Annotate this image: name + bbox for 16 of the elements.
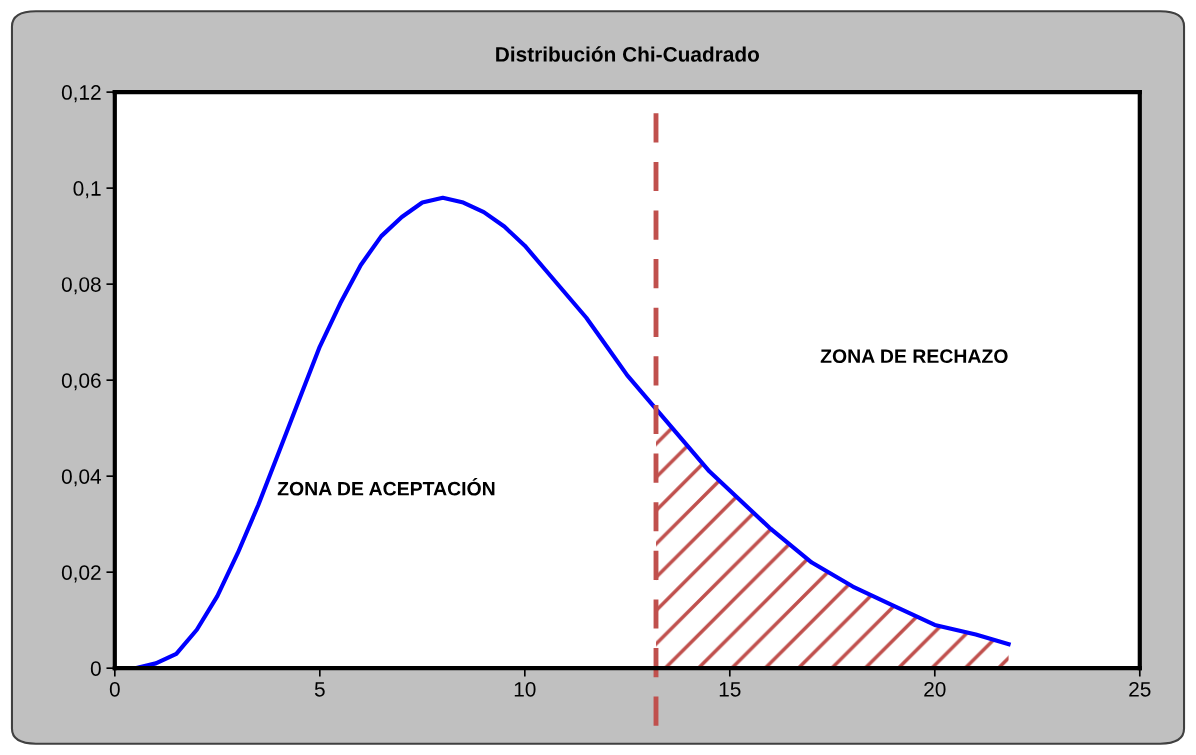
x-tick-label: 10 (514, 681, 536, 697)
x-tick-label: 15 (719, 682, 741, 697)
annotation: ZONA DE RECHAZO (820, 349, 1008, 364)
x-tick-label: 0 (109, 681, 120, 697)
y-tick-label: 0,08 (61, 277, 101, 295)
annotation: ZONA DE ACEPTACIÓN (277, 478, 495, 496)
y-tick-label: 0 (90, 661, 101, 676)
y-tick-label: 0,1 (73, 181, 101, 199)
y-tick-label: 0,02 (61, 565, 101, 583)
chart-title: Distribución Chi-Cuadrado (496, 46, 760, 62)
y-tick-label: 0,04 (61, 469, 102, 487)
y-tick-label: 0,06 (61, 373, 101, 391)
y-tick-label: 0,12 (61, 85, 101, 103)
x-tick-label: 25 (1129, 681, 1151, 697)
x-tick-label: 5 (314, 682, 325, 697)
x-tick-label: 20 (924, 681, 946, 697)
